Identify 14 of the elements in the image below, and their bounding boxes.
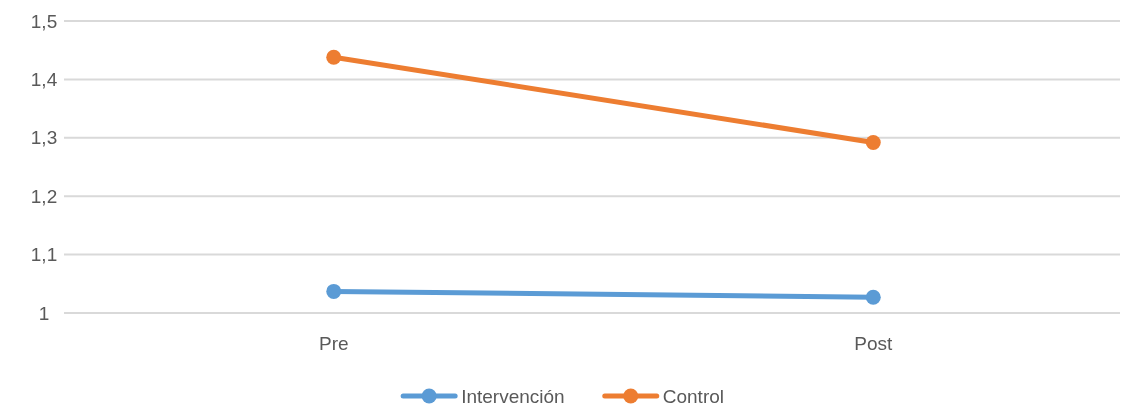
y-tick-label: 1,3 — [30, 127, 58, 149]
y-tick-label: 1,5 — [30, 10, 58, 32]
y-tick-label: 1,2 — [30, 185, 58, 207]
legend-label: Intervención — [461, 386, 565, 404]
x-tick-label: Post — [854, 333, 893, 354]
point — [326, 49, 342, 65]
x-tick-label: Pre — [318, 333, 349, 354]
point — [865, 289, 881, 305]
y-tick-label: 1,4 — [30, 69, 58, 91]
legend-label: Control — [662, 386, 724, 404]
y-tick-label: 1,1 — [30, 244, 58, 266]
point — [865, 134, 881, 150]
y-tick-label: 1 — [38, 302, 50, 324]
point — [326, 283, 342, 299]
